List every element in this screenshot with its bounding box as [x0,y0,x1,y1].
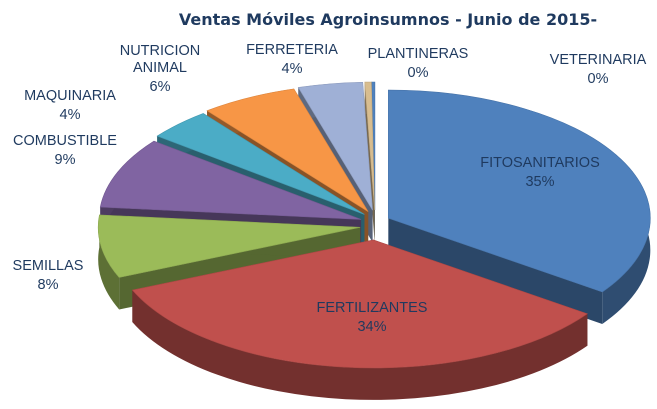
chart-title: Ventas Móviles Agroinsumnos - Junio de 2… [178,10,598,29]
slice-top [97,214,361,278]
slice-cut-face [388,218,603,324]
slice-label: VETERINARIA [549,52,647,68]
slice-top [364,81,375,211]
slice-value-label: 35% [525,174,555,190]
slice-top [297,81,373,211]
slice [388,89,651,324]
slice-label: FERTILIZANTES [316,300,428,316]
slice-label: FERRETERIA [246,42,338,58]
slice-side [98,214,120,310]
slice-value-label: 4% [59,107,81,123]
slice-top [131,239,589,369]
slice [131,239,589,400]
slice-top [99,140,362,220]
slice-value-label: 0% [587,71,609,87]
slice-top [156,113,365,215]
slice-value-label: 8% [37,277,59,293]
slice-value-label: 0% [407,65,429,81]
slice-value-label: 34% [357,319,387,335]
slice-top [388,89,651,293]
slice-label: FITOSANITARIOS [480,155,600,171]
slice-label: COMBUSTIBLE [13,133,117,149]
slice-label: SEMILLAS [12,258,84,274]
slice-label: MAQUINARIA [24,88,116,104]
slice-label: NUTRICION ANIMAL [119,43,201,76]
slice-top [206,88,369,212]
slice-value-label: 9% [54,152,76,168]
slice-value-label: 6% [149,79,171,95]
slice-label: PLANTINERAS [367,46,469,62]
slice-value-label: 4% [281,61,303,77]
slice-side [132,290,588,400]
